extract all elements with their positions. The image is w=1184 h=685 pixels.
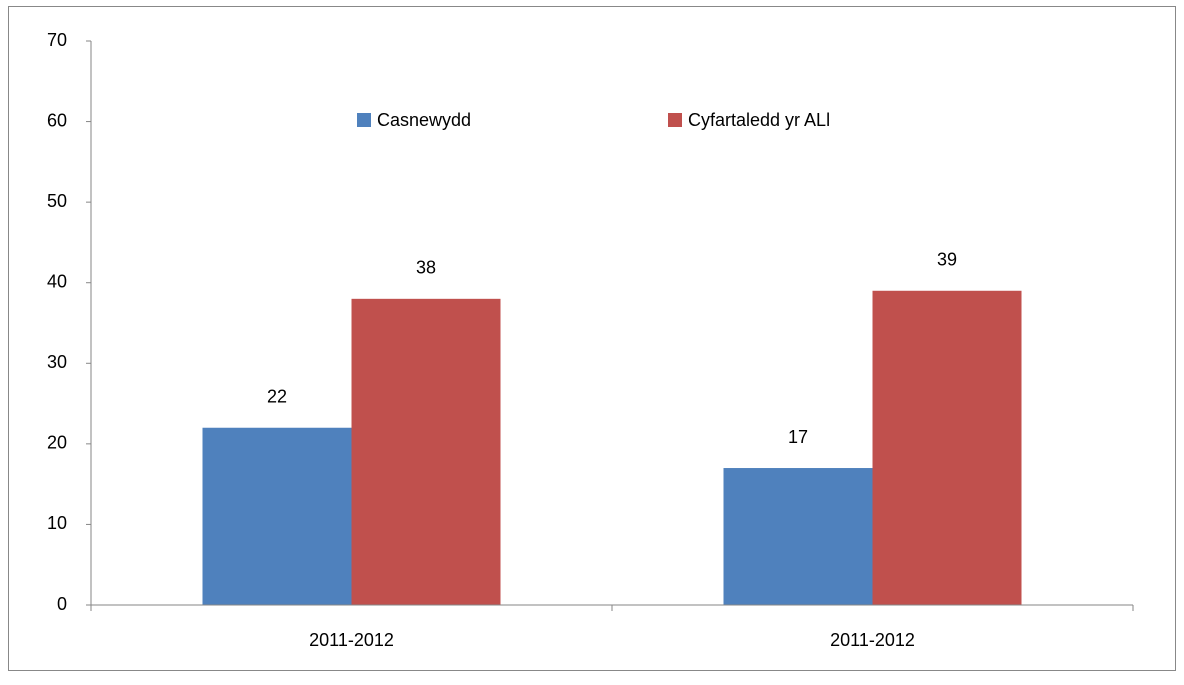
bar bbox=[351, 298, 501, 605]
legend-swatch bbox=[668, 113, 682, 127]
data-label: 38 bbox=[416, 258, 436, 278]
bar bbox=[723, 468, 873, 605]
data-label: 17 bbox=[788, 427, 808, 447]
bar bbox=[202, 427, 352, 605]
bar bbox=[872, 290, 1022, 605]
data-label: 22 bbox=[267, 386, 287, 406]
y-tick-label: 70 bbox=[47, 30, 67, 50]
legend-label: Cyfartaledd yr ALl bbox=[688, 110, 830, 130]
y-tick-label: 60 bbox=[47, 110, 67, 130]
x-tick-label: 2011-2012 bbox=[309, 630, 394, 650]
legend-swatch bbox=[357, 113, 371, 127]
y-tick-label: 0 bbox=[57, 594, 67, 614]
data-label: 39 bbox=[937, 250, 957, 270]
legend-label: Casnewydd bbox=[377, 110, 471, 130]
y-tick-label: 20 bbox=[47, 433, 67, 453]
y-tick-label: 50 bbox=[47, 191, 67, 211]
y-tick-label: 40 bbox=[47, 271, 67, 291]
x-tick-label: 2011-2012 bbox=[830, 630, 915, 650]
y-tick-label: 30 bbox=[47, 352, 67, 372]
y-tick-label: 10 bbox=[47, 513, 67, 533]
